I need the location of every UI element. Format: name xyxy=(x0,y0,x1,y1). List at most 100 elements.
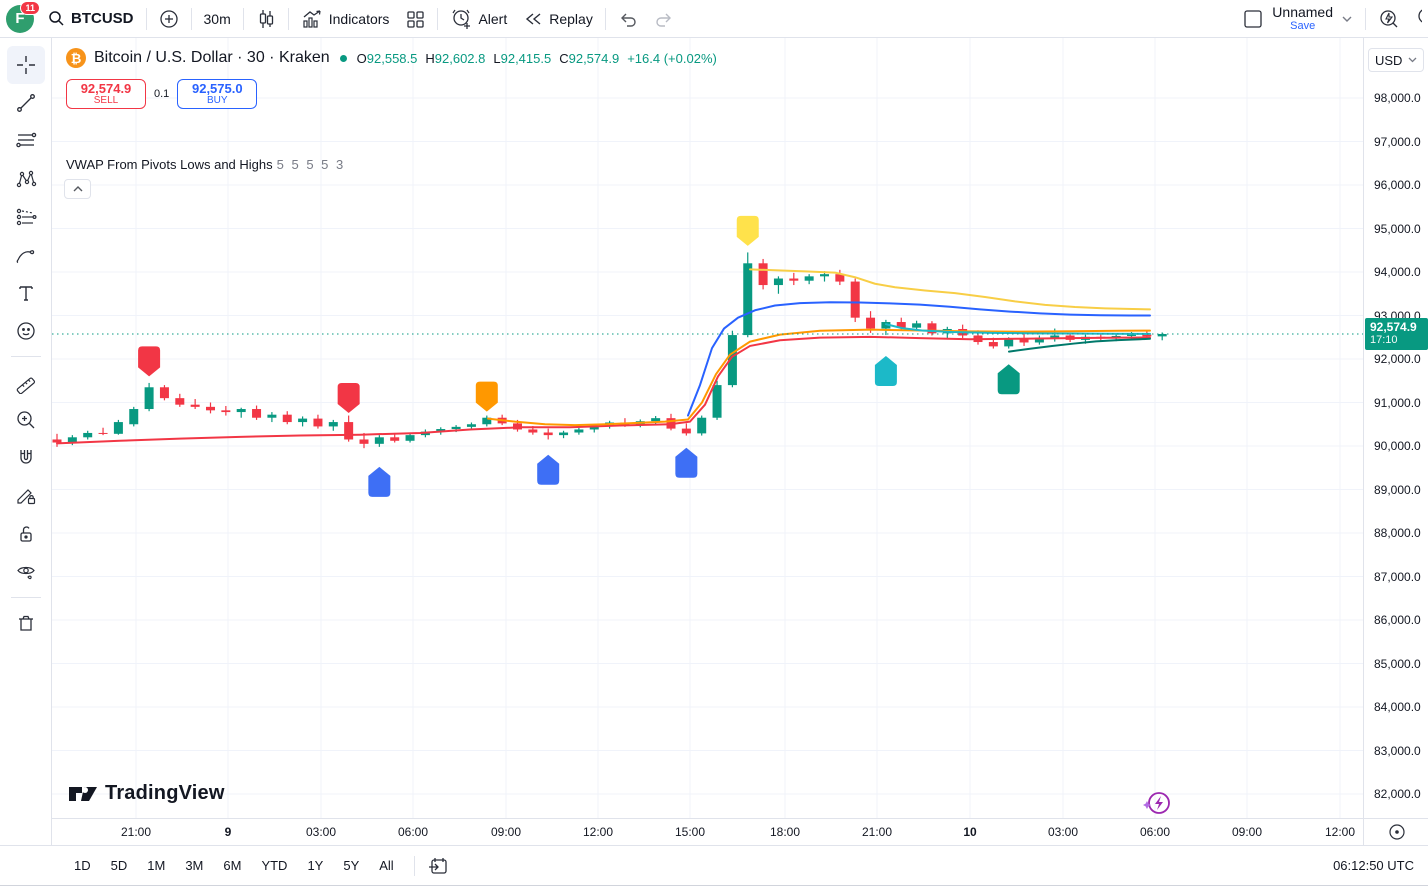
pivot-marker-down[interactable] xyxy=(337,382,360,413)
candle xyxy=(129,406,139,427)
pattern-tool-button[interactable] xyxy=(7,160,45,198)
hide-drawings-button[interactable] xyxy=(7,553,45,591)
redo-button[interactable] xyxy=(646,4,682,34)
price-axis-label: 95,000.0 xyxy=(1374,221,1421,236)
alert-clock-icon xyxy=(450,8,472,30)
indicators-button[interactable]: Indicators xyxy=(293,4,398,34)
fib-tool-button[interactable] xyxy=(7,122,45,160)
templates-grid-icon xyxy=(405,9,425,29)
time-axis[interactable]: 21:00 9 03:00 06:00 09:00 12:00 15:00 18:00 21:0… xyxy=(52,818,1363,845)
candle xyxy=(267,412,277,423)
candle xyxy=(559,430,569,439)
range-button-3M[interactable]: 3M xyxy=(185,858,204,873)
pivot-marker-up[interactable] xyxy=(368,466,391,497)
replay-button[interactable]: Replay xyxy=(515,4,601,34)
symbol-search-button[interactable]: BTCUSD xyxy=(40,4,142,34)
indicators-label: Indicators xyxy=(328,10,390,27)
undo-icon xyxy=(618,11,638,27)
brush-tool-button[interactable] xyxy=(7,236,45,274)
crosshair-tool-button[interactable] xyxy=(6,46,45,84)
chevron-down-icon xyxy=(1341,15,1353,23)
symbol-title[interactable]: Bitcoin / U.S. Dollar · 30 · Kraken xyxy=(94,49,330,66)
remove-objects-button[interactable] xyxy=(7,604,45,642)
indicator-legend[interactable]: VWAP From Pivots Lows and Highs 5 5 5 5 3 xyxy=(66,157,345,172)
replay-rewind-icon xyxy=(523,10,543,28)
projection-tool-button[interactable] xyxy=(7,198,45,236)
time-axis-label: 10 xyxy=(963,825,977,839)
range-button-YTD[interactable]: YTD xyxy=(261,858,288,873)
price-axis-label: 91,000.0 xyxy=(1374,395,1421,410)
pivot-marker-down[interactable] xyxy=(736,215,759,246)
vwap-pivot-blue xyxy=(687,301,1151,417)
pivot-marker-up[interactable] xyxy=(675,447,698,478)
compare-add-button[interactable] xyxy=(151,4,187,34)
emoji-tool-button[interactable] xyxy=(7,312,45,350)
last-price: 92,574.9 xyxy=(1370,319,1417,334)
buy-button[interactable]: 92,575.0 BUY xyxy=(177,79,258,109)
range-button-5D[interactable]: 5D xyxy=(110,858,128,873)
candle xyxy=(298,416,308,427)
range-button-1M[interactable]: 1M xyxy=(147,858,166,873)
zoom-in-tool-button[interactable] xyxy=(7,401,45,439)
magnet-tool-button[interactable] xyxy=(7,439,45,477)
trend-line-icon xyxy=(14,91,38,115)
save-layout-button[interactable]: Unnamed Save xyxy=(1234,4,1361,34)
interval-button[interactable]: 30m xyxy=(196,4,239,34)
price-chart[interactable] xyxy=(52,38,1363,818)
layout-name-box[interactable]: Unnamed Save xyxy=(1270,3,1335,33)
save-link[interactable]: Save xyxy=(1290,20,1316,33)
lock-all-button[interactable] xyxy=(7,515,45,553)
event-lightning-icon[interactable] xyxy=(1140,788,1174,823)
quick-search-button[interactable] xyxy=(1370,4,1408,34)
candle xyxy=(942,326,952,340)
candle xyxy=(282,411,292,425)
candle xyxy=(681,423,691,436)
range-button-All[interactable]: All xyxy=(379,858,394,873)
candle xyxy=(1034,335,1044,345)
range-button-1D[interactable]: 1D xyxy=(74,858,91,873)
candle xyxy=(113,419,123,435)
tradingview-logo[interactable]: TradingView xyxy=(68,782,225,805)
price-axis-label: 92,000.0 xyxy=(1374,352,1421,366)
projection-icon xyxy=(14,205,38,229)
interval-value: 30m xyxy=(203,10,231,27)
separator xyxy=(437,7,439,30)
chart-pane[interactable]: ₿ Bitcoin / U.S. Dollar · 30 · Kraken O9… xyxy=(52,38,1363,845)
indicator-params: 5 5 5 5 3 xyxy=(276,157,346,172)
pivot-marker-up[interactable] xyxy=(537,454,560,485)
pivot-marker-down[interactable] xyxy=(475,381,498,412)
layout-name: Unnamed xyxy=(1272,3,1333,20)
undo-button[interactable] xyxy=(610,4,646,34)
range-button-1Y[interactable]: 1Y xyxy=(307,858,324,873)
time-axis-label: 06:00 xyxy=(397,825,429,839)
pivot-marker-up[interactable] xyxy=(874,355,897,386)
candle xyxy=(206,402,215,414)
price-axis[interactable]: USD 92,574.9 17:10 98,000.0 97,000.0 96,00… xyxy=(1363,38,1428,845)
trend-line-tool-button[interactable] xyxy=(7,84,45,122)
candle xyxy=(144,382,154,412)
drawing-mode-button[interactable] xyxy=(7,477,45,515)
alert-button[interactable]: Alert xyxy=(442,4,515,34)
chart-style-button[interactable] xyxy=(248,4,284,34)
pivot-marker-down[interactable] xyxy=(138,346,161,377)
text-tool-button[interactable] xyxy=(7,274,45,312)
pivot-marker-up[interactable] xyxy=(997,364,1020,395)
indicator-templates-button[interactable] xyxy=(397,4,433,34)
ohlc-values: O92,558.5 H92,602.8 L92,415.5 C92,574.9 … xyxy=(356,50,717,66)
collapse-legend-button[interactable] xyxy=(64,179,91,199)
market-status-icon[interactable] xyxy=(339,54,347,62)
top-toolbar: F 11 BTCUSD 30m xyxy=(0,0,1428,38)
range-button-5Y[interactable]: 5Y xyxy=(343,858,360,873)
go-to-date-icon[interactable] xyxy=(427,855,449,877)
range-button-6M[interactable]: 6M xyxy=(223,858,242,873)
utc-clock[interactable]: 06:12:50 UTC xyxy=(1333,858,1414,873)
drawing-toolbar xyxy=(0,38,52,845)
candle xyxy=(236,407,246,418)
candle xyxy=(574,427,584,435)
sell-button[interactable]: 92,574.9 SELL xyxy=(66,79,146,109)
currency-toggle-button[interactable]: USD xyxy=(1368,48,1424,72)
measure-tool-button[interactable] xyxy=(7,363,45,401)
user-avatar[interactable]: F 11 xyxy=(6,0,40,33)
scroll-to-realtime-icon[interactable] xyxy=(1388,823,1406,841)
lock-all-icon xyxy=(14,522,38,546)
